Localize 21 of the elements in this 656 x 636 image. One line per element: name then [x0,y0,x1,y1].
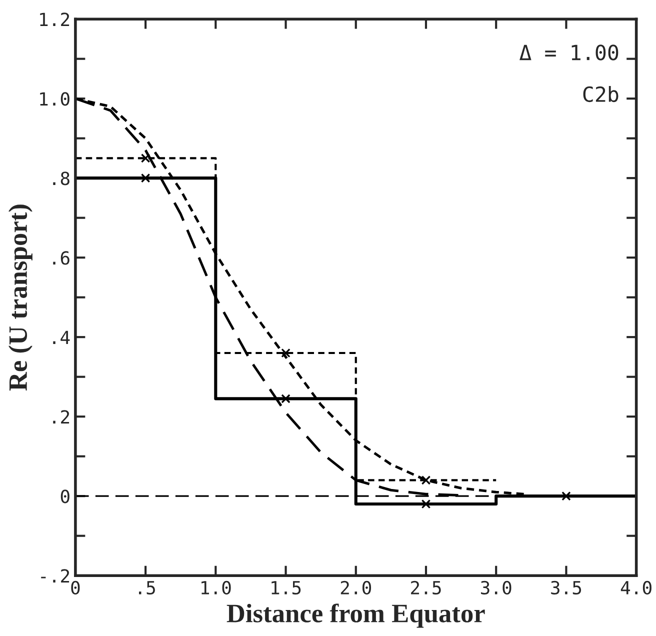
y-tick-label: .8 [53,172,70,186]
annotation: C2b [583,86,618,102]
annotation: Δ = 1.00 [520,44,618,60]
x-tick-label: 0 [71,580,80,595]
y-axis-title: Re (U transport) [8,204,32,391]
x-tick-label: 2.5 [411,580,441,595]
y-tick-label: .2 [53,410,70,424]
x-tick-label: 1.5 [272,581,301,595]
y-tick-label: 1.2 [40,12,70,26]
y-tick-label: .6 [53,251,70,265]
x-tick-label: .5 [138,581,155,595]
x-tick-label: 4.0 [620,580,652,595]
y-tick-label: .4 [53,330,70,344]
x-tick-label: 2.0 [340,580,372,595]
y-tick-label: 1.0 [40,92,70,106]
x-tick-label: 3.0 [481,580,512,595]
y-tick-label: -.2 [41,569,70,582]
y-tick-label: 0 [60,490,70,504]
x-tick-label: 3.5 [551,580,582,595]
x-axis-title: Distance from Equator [226,604,485,628]
x-tick-label: 1.0 [202,580,231,595]
